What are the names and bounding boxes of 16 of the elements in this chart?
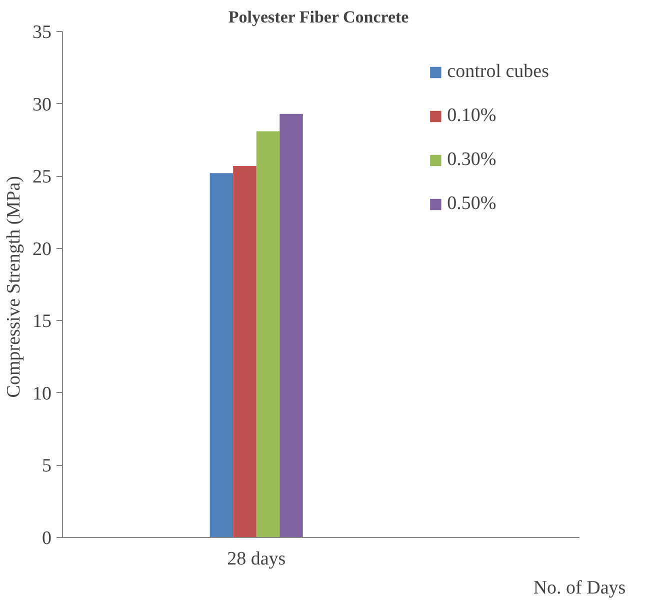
y-tick-label: 20 bbox=[32, 238, 52, 260]
legend-label: 0.30% bbox=[447, 149, 496, 171]
y-tick-label: 30 bbox=[32, 94, 52, 116]
x-tick-label: 28 days bbox=[227, 548, 286, 570]
legend-label: 0.50% bbox=[447, 193, 496, 215]
y-axis-title: Compressive Strength (MPa) bbox=[4, 176, 24, 398]
y-tick-label: 25 bbox=[32, 166, 52, 188]
y-tick-label: 35 bbox=[32, 22, 52, 43]
x-axis-title: No. of Days bbox=[533, 578, 626, 598]
chart-title: Polyester Fiber Concrete bbox=[228, 8, 410, 26]
y-tick-label: 5 bbox=[42, 456, 52, 477]
legend-label: 0.10% bbox=[447, 105, 496, 127]
y-tick-label: 0 bbox=[42, 528, 52, 549]
y-tick-label: 10 bbox=[32, 383, 52, 404]
y-tick-label: 15 bbox=[32, 311, 52, 332]
legend-label: control cubes bbox=[447, 61, 549, 83]
